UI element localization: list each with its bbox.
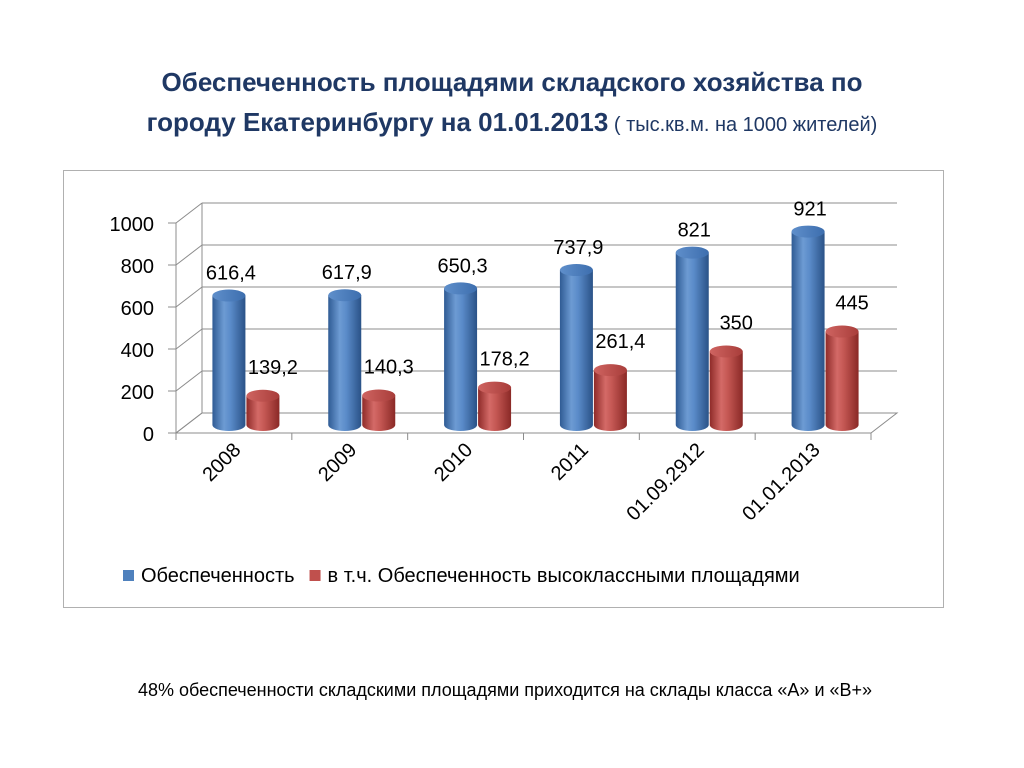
data-label: 821 xyxy=(678,220,711,242)
bar-top xyxy=(212,289,246,302)
y-tick-label: 400 xyxy=(121,340,154,362)
data-label: 140,3 xyxy=(364,357,414,379)
bar-body xyxy=(444,288,478,431)
bars xyxy=(212,225,859,431)
legend-label: в т.ч. Обеспеченность высоклассными площ… xyxy=(328,565,800,587)
x-tick-label: 2008 xyxy=(198,439,245,486)
y-tick-label: 800 xyxy=(121,256,154,278)
y-tick-label: 200 xyxy=(121,382,154,404)
bar-body xyxy=(478,387,512,431)
bar xyxy=(246,389,280,431)
bar-body xyxy=(559,270,593,431)
bar-body xyxy=(593,370,627,431)
gridline-side xyxy=(175,370,203,392)
title-line-2-text: городу Екатеринбургу на 01.01.2013 xyxy=(146,107,609,137)
title-unit: ( тыс.кв.м. на 1000 жителей) xyxy=(608,114,878,136)
bar-body xyxy=(709,351,743,431)
bar-top xyxy=(444,282,478,295)
bar-top xyxy=(559,264,593,277)
y-tick-label: 1000 xyxy=(110,214,155,236)
x-tick-label: 01.09.2912 xyxy=(622,439,708,525)
x-tick-label: 01.01.2013 xyxy=(738,439,824,525)
bar xyxy=(593,364,627,431)
gridlines xyxy=(175,202,897,434)
data-label: 616,4 xyxy=(206,263,256,285)
bar-top xyxy=(246,389,280,402)
bar-top xyxy=(478,381,512,394)
data-label: 350 xyxy=(720,313,753,335)
bar xyxy=(825,325,859,431)
bar-body xyxy=(246,395,280,431)
floor xyxy=(174,412,899,434)
data-label: 650,3 xyxy=(438,255,488,277)
title-line-1: Обеспеченность площадями складского хозя… xyxy=(161,67,863,97)
data-label: 261,4 xyxy=(595,331,645,353)
gridline-side xyxy=(175,244,203,266)
x-tick-label: 2009 xyxy=(314,439,361,486)
chart-title: Обеспеченность площадями складского хозя… xyxy=(40,62,984,145)
bar xyxy=(559,264,593,431)
bar xyxy=(212,289,246,431)
data-label: 921 xyxy=(793,199,826,221)
gridline-side xyxy=(175,202,203,224)
data-label: 445 xyxy=(835,293,868,315)
x-tick-label: 2011 xyxy=(547,439,593,485)
bar-top xyxy=(328,289,362,302)
title-line-2: городу Екатеринбургу на 01.01.2013 ( тыс… xyxy=(40,102,984,145)
bar xyxy=(791,225,825,431)
bar-body xyxy=(791,231,825,431)
bar xyxy=(675,246,709,431)
data-label: 737,9 xyxy=(553,237,603,259)
bar xyxy=(362,389,396,431)
bar-top xyxy=(362,389,396,402)
bar-body xyxy=(825,331,859,431)
bar xyxy=(709,345,743,431)
bar-body xyxy=(675,252,709,431)
bar-chart: 0 200 400 600 800 1000 2008 2009 2010 2011 01.09.2… xyxy=(110,199,899,587)
legend-label: Обеспеченность xyxy=(141,565,295,587)
legend-swatch xyxy=(309,570,321,581)
legend: Обеспеченность в т.ч. Обеспеченность высо… xyxy=(123,565,800,587)
bar-top xyxy=(791,225,825,238)
bar xyxy=(328,289,362,431)
data-label: 178,2 xyxy=(480,349,530,371)
y-tick-label: 600 xyxy=(121,298,154,320)
data-label: 139,2 xyxy=(248,357,298,379)
bar-body xyxy=(362,395,396,431)
bar xyxy=(444,282,478,431)
bar-top xyxy=(675,246,709,259)
data-label: 617,9 xyxy=(322,262,372,284)
legend-swatch xyxy=(123,570,134,581)
bar-top xyxy=(593,364,627,377)
data-labels: 616,4 617,9 650,3 737,9 821 921 139,2 140,3 178,… xyxy=(206,199,869,379)
bar-top xyxy=(825,325,859,338)
bar-body xyxy=(328,295,362,431)
bar-body xyxy=(212,295,246,431)
y-tick-label: 0 xyxy=(143,424,154,446)
gridline-side xyxy=(175,286,203,308)
x-tick-label: 2010 xyxy=(430,439,477,486)
footnote: 48% обеспеченности складскими площадями … xyxy=(137,680,873,700)
bar xyxy=(478,381,512,431)
gridline-side xyxy=(175,328,203,350)
bar-top xyxy=(709,345,743,358)
